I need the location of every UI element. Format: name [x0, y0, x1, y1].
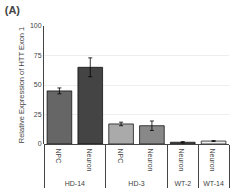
- svg-text:WT-14: WT-14: [203, 180, 224, 187]
- svg-text:75: 75: [34, 52, 42, 59]
- svg-text:WT-2: WT-2: [174, 180, 191, 187]
- svg-text:Relative Expression of HTT Exo: Relative Expression of HTT Exon 1: [17, 27, 26, 144]
- svg-text:Neuron: Neuron: [209, 149, 216, 172]
- svg-text:(A): (A): [5, 4, 21, 16]
- svg-text:NPC: NPC: [55, 149, 62, 164]
- svg-text:0: 0: [38, 140, 42, 147]
- svg-text:Neuron: Neuron: [147, 149, 154, 172]
- svg-text:25: 25: [34, 111, 42, 118]
- svg-text:Neuron: Neuron: [86, 149, 93, 172]
- svg-text:50: 50: [34, 81, 42, 88]
- svg-text:100: 100: [30, 22, 42, 29]
- svg-text:HD-14: HD-14: [65, 180, 85, 187]
- svg-text:HD-3: HD-3: [128, 180, 144, 187]
- svg-text:Neuron: Neuron: [178, 149, 185, 172]
- svg-text:NPC: NPC: [117, 149, 124, 164]
